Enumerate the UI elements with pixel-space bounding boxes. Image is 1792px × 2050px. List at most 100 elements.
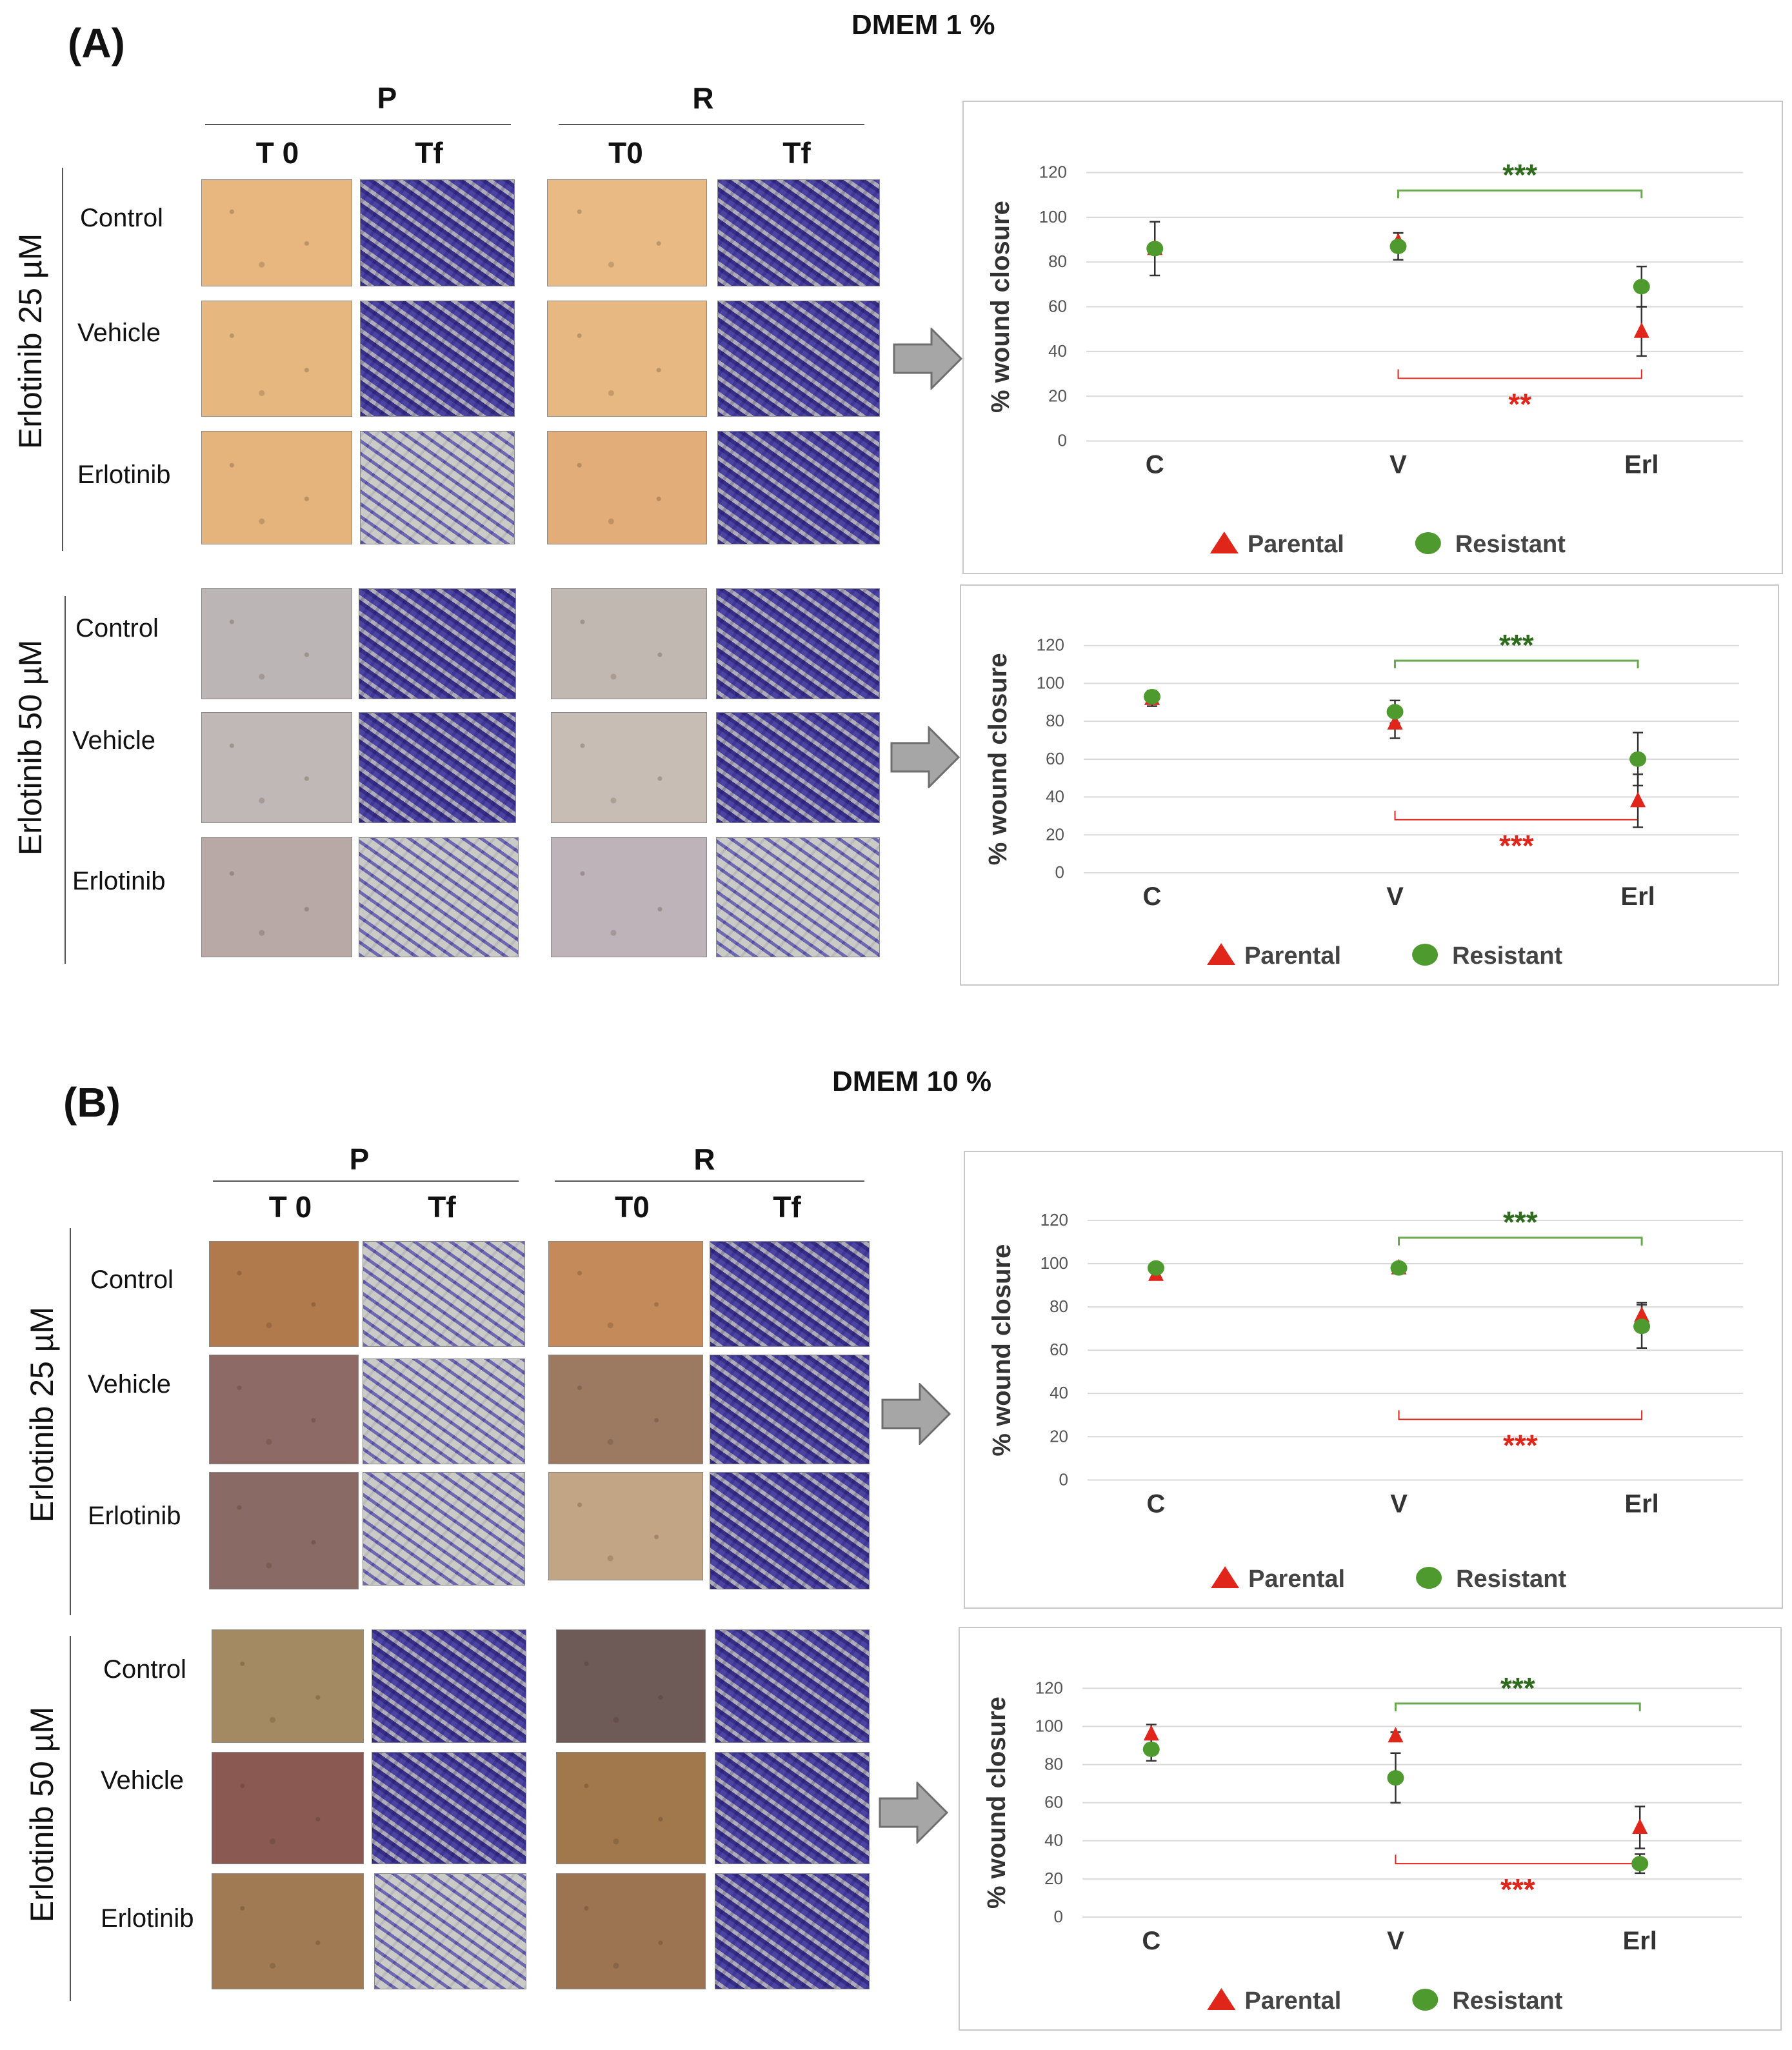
significance-bracket [1395,1855,1641,1865]
micrograph-b50-vehicle-r-t0 [556,1752,706,1864]
legend-resistant-label: Resistant [1452,1987,1562,2015]
micrograph-b25-vehicle-p-t0 [209,1355,359,1464]
micrograph-b50-erlotinib-p-t0 [212,1873,364,1989]
x-tick-label: V [1387,1927,1404,1955]
legend-resistant-icon [1412,1989,1439,2011]
micrograph-b25-control-r-t0 [548,1241,703,1347]
panel-b-label: (B) [63,1079,121,1126]
micrograph-a25-control-p-t0 [201,179,352,286]
micrograph-a50-control-p-t0 [201,588,352,699]
y-tick-label: 80 [1050,1297,1068,1316]
parental-point [1388,1727,1404,1743]
panel-a-conc-25: Erlotinib 25 µM [12,233,48,450]
legend-resistant-label: Resistant [1452,942,1562,970]
parental-point [1143,1725,1159,1741]
panel-a-col-t0-r: T0 [608,136,643,170]
y-tick-label: 120 [1035,1678,1063,1697]
micrograph-b25-erlotinib-p-tf [363,1472,525,1586]
micrograph-b25-control-p-tf [363,1241,525,1347]
micrograph-a50-vehicle-p-tf [359,712,516,823]
significance-bracket [1398,1237,1643,1246]
panel-b-conc-25: Erlotinib 25 µM [24,1306,60,1523]
chart-b-50-plot: 0 20 40 60 80 100 120 % wound closure C V Erl *** **… [982,1671,1742,2015]
legend-parental-icon [1211,1566,1240,1588]
legend-resistant-label: Resistant [1455,531,1566,558]
panel-a-conc-50: Erlotinib 50 µM [12,639,48,856]
y-tick-label: 20 [1050,1426,1068,1446]
micrograph-b50-control-p-t0 [212,1629,364,1743]
panel-b-row2-erlotinib: Erlotinib [101,1904,194,1933]
significance-bracket [1394,659,1639,669]
y-tick-label: 100 [1037,673,1064,692]
x-tick-label: V [1389,451,1407,479]
micrograph-a25-vehicle-r-tf [717,301,880,417]
panel-a-group-p: P [377,81,397,115]
panel-b-col-tf-r: Tf [773,1190,801,1224]
panel-a-label: (A) [68,20,125,66]
y-tick-label: 80 [1048,252,1067,271]
legend-resistant-label: Resistant [1456,1566,1566,1593]
significance-bracket [1397,369,1642,379]
y-tick-label: 0 [1054,1907,1063,1926]
resistant-point [1633,1319,1651,1335]
micrograph-a25-erlotinib-p-tf [360,431,515,544]
y-tick-label: 120 [1039,163,1067,182]
panel-a-medium-title: DMEM 1 % [851,9,995,41]
y-tick-label: 20 [1044,1869,1063,1888]
micrograph-a25-vehicle-r-t0 [547,301,707,417]
micrograph-b50-vehicle-r-tf [715,1752,870,1864]
legend-parental-icon [1210,532,1239,553]
panel-b-col-tf-p: Tf [428,1190,456,1224]
y-tick-label: 0 [1059,1469,1068,1489]
micrograph-b50-vehicle-p-tf [372,1752,526,1864]
y-tick-label: 20 [1046,824,1064,844]
y-tick-label: 60 [1044,1793,1063,1812]
arrow-right-icon [893,328,963,390]
panel-b-group-p: P [349,1142,370,1176]
y-tick-label: 40 [1046,787,1064,806]
x-tick-label: Erl [1620,882,1655,911]
panel-b-conc-50: Erlotinib 50 µM [24,1706,60,1923]
legend-resistant-icon [1415,532,1441,554]
legend-parental-label: Parental [1244,1987,1341,2015]
chart-a-50: 0 20 40 60 80 100 120 % wound closure C V Erl *** **… [960,584,1779,986]
micrograph-a50-vehicle-p-t0 [201,712,352,823]
micrograph-b25-vehicle-p-tf [363,1358,525,1464]
significance-bracket [1397,189,1643,199]
parental-point [1634,1306,1650,1322]
resistant-point [1629,751,1647,767]
chart-b-25-plot: 0 20 40 60 80 100 120 % wound closure C V Erl *** **… [988,1206,1743,1593]
chart-b-50: 0 20 40 60 80 100 120 % wound closure C V Erl *** **… [959,1627,1782,2031]
y-tick-label: 0 [1058,431,1067,450]
micrograph-b25-erlotinib-r-t0 [548,1472,703,1580]
y-tick-label: 80 [1044,1754,1063,1773]
legend-parental-icon [1207,943,1236,965]
panel-b-medium-title: DMEM 10 % [832,1066,991,1097]
micrograph-a50-control-r-t0 [551,588,707,699]
y-tick-label: 100 [1040,1253,1068,1273]
x-tick-label: C [1146,451,1164,479]
panel-a-row-erlotinib: Erlotinib [77,461,171,489]
legend-resistant-icon [1412,944,1439,966]
significance-label: *** [1503,1428,1538,1462]
micrograph-a50-control-r-tf [716,588,880,699]
resistant-point [1389,238,1407,254]
y-tick-label: 120 [1040,1210,1068,1229]
significance-label: *** [1503,1206,1538,1239]
significance-label: *** [1502,158,1537,192]
x-tick-label: V [1390,1489,1408,1518]
significance-bracket [1394,810,1639,821]
y-tick-label: 20 [1048,386,1067,405]
micrograph-b25-vehicle-r-tf [710,1355,870,1464]
micrograph-b25-control-r-tf [710,1241,870,1347]
panel-b-row-erlotinib: Erlotinib [88,1502,181,1530]
x-tick-label: V [1386,882,1404,911]
resistant-point [1386,704,1404,720]
panel-b-group-r: R [693,1142,715,1176]
y-tick-label: 40 [1048,341,1067,361]
panel-b-row-control: Control [90,1266,174,1294]
resistant-point [1387,1770,1404,1786]
panel-b-top-bracket [70,1228,71,1615]
panel-a-group-r: R [692,81,714,115]
